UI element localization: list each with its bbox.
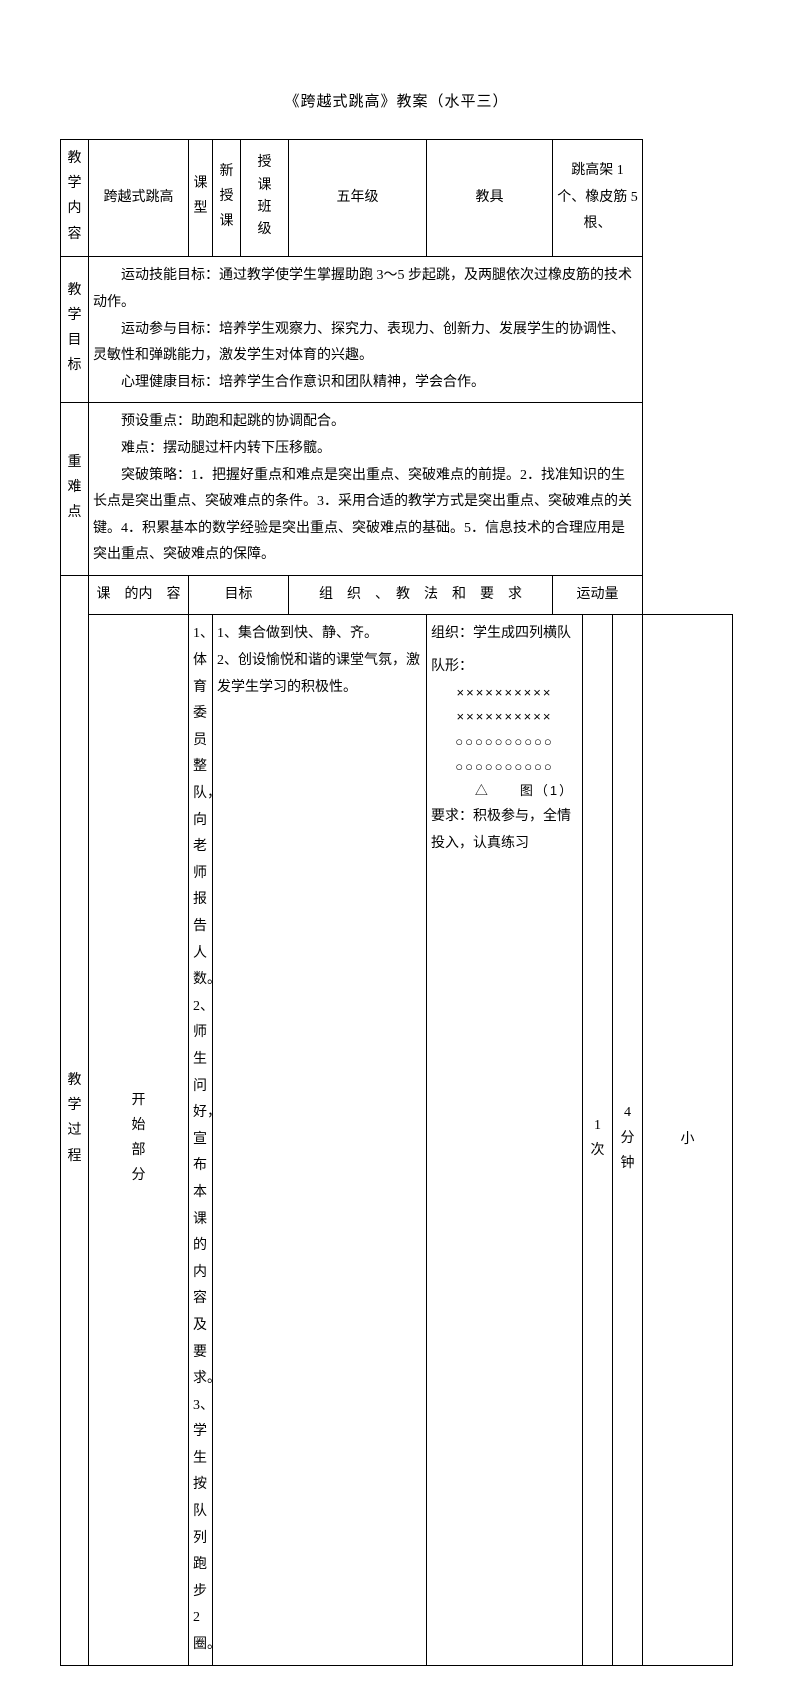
cell-content: 跨越式跳高: [89, 140, 189, 257]
cell-type: 新授课: [213, 140, 241, 257]
table-row: 教学过程 课 的内 容 目标 组 织 、 教 法 和 要 求 运动量: [61, 575, 733, 615]
label-type: 课型: [189, 140, 213, 257]
table-row: 教学内容 跨越式跳高 课型 新授课 授课班级 五年级 教具 跳高架 1 个、橡皮…: [61, 140, 733, 257]
cell-keypoints: 预设重点：助跑和起跳的协调配合。 难点：摆动腿过杆内转下压移髋。 突破策略：1．…: [89, 403, 643, 576]
label-keypoints: 重难点: [61, 403, 89, 576]
cell-equipment: 跳高架 1 个、橡皮筋 5 根、: [553, 140, 643, 257]
formation-diagram: ××××××××××××××××××××○○○○○○○○○○○○○○○○○○○○: [431, 681, 578, 780]
header-goal: 目标: [189, 575, 289, 615]
cell-times: 1次: [583, 615, 613, 1665]
table-row: 教学目标 运动技能目标：通过教学使学生掌握助跑 3～5 步起跳，及两腿依次过橡皮…: [61, 257, 733, 403]
cell-start-method: 组织：学生成四列横队 队形： ××××××××××××××××××××○○○○○…: [427, 615, 583, 1665]
cell-intensity: 小: [643, 615, 733, 1665]
lesson-plan-table: 教学内容 跨越式跳高 课型 新授课 授课班级 五年级 教具 跳高架 1 个、橡皮…: [60, 139, 733, 1666]
page-title: 《跨越式跳高》教案（水平三）: [60, 90, 733, 111]
header-content: 课 的内 容: [89, 575, 189, 615]
table-row: 重难点 预设重点：助跑和起跳的协调配合。 难点：摆动腿过杆内转下压移髋。 突破策…: [61, 403, 733, 576]
label-goals: 教学目标: [61, 257, 89, 403]
cell-duration: 4分钟: [613, 615, 643, 1665]
cell-start-content: 1、体育委员整队，向老师报告人数。2、师生问好，宣布本课的内容及要求。3、学生按…: [189, 615, 213, 1665]
label-equipment: 教具: [427, 140, 553, 257]
label-class: 授课班级: [241, 140, 289, 257]
cell-goals: 运动技能目标：通过教学使学生掌握助跑 3～5 步起跳，及两腿依次过橡皮筋的技术动…: [89, 257, 643, 403]
label-process: 教学过程: [61, 575, 89, 1665]
header-load: 运动量: [553, 575, 643, 615]
cell-start-goal: 1、集合做到快、静、齐。2、创设愉悦和谐的课堂气氛，激发学生学习的积极性。: [213, 615, 427, 1665]
table-row: 开始部分 1、体育委员整队，向老师报告人数。2、师生问好，宣布本课的内容及要求。…: [61, 615, 733, 1665]
label-start-section: 开始部分: [89, 615, 189, 1665]
header-method: 组 织 、 教 法 和 要 求: [289, 575, 553, 615]
label-teaching-content: 教学内容: [61, 140, 89, 257]
cell-class: 五年级: [289, 140, 427, 257]
